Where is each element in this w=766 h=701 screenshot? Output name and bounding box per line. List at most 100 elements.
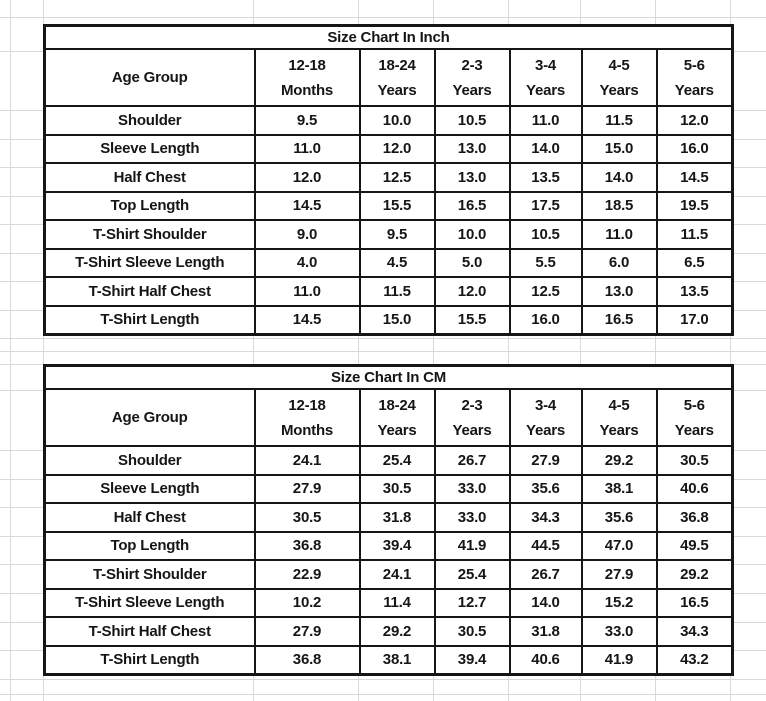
value-cell[interactable]: 6.0 [580,247,658,278]
row-label-cell[interactable]: Half Chest [43,502,256,533]
value-cell[interactable]: 30.5 [358,473,436,504]
value-cell[interactable]: 12.0 [253,162,361,193]
age-group-header-cell[interactable]: Age Group [43,388,256,447]
value-cell[interactable]: 10.0 [433,219,511,250]
value-cell[interactable]: 15.2 [580,587,658,618]
value-cell[interactable]: 6.5 [655,247,734,278]
value-cell[interactable]: 25.4 [358,445,436,476]
value-cell[interactable]: 39.4 [433,644,511,675]
value-cell[interactable]: 18.5 [580,190,658,221]
value-cell[interactable]: 13.5 [655,276,734,307]
row-label-cell[interactable]: Shoulder [43,445,256,476]
value-cell[interactable]: 26.7 [508,559,583,590]
value-cell[interactable]: 13.0 [580,276,658,307]
value-cell[interactable]: 40.6 [655,473,734,504]
value-cell[interactable]: 4.0 [253,247,361,278]
value-cell[interactable]: 36.8 [253,644,361,675]
value-cell[interactable]: 17.5 [508,190,583,221]
value-cell[interactable]: 19.5 [655,190,734,221]
value-cell[interactable]: 30.5 [433,616,511,647]
value-cell[interactable]: 33.0 [580,616,658,647]
value-cell[interactable]: 31.8 [508,616,583,647]
value-cell[interactable]: 11.5 [655,219,734,250]
value-cell[interactable]: 14.5 [253,304,361,335]
value-cell[interactable]: 39.4 [358,530,436,561]
value-cell[interactable]: 17.0 [655,304,734,335]
col-header-5-6-years[interactable]: 5-6 Years [655,388,734,447]
row-label-cell[interactable]: Sleeve Length [43,133,256,164]
value-cell[interactable]: 33.0 [433,502,511,533]
value-cell[interactable]: 11.5 [580,105,658,136]
row-label-cell[interactable]: Top Length [43,190,256,221]
row-label-cell[interactable]: T-Shirt Half Chest [43,276,256,307]
value-cell[interactable]: 4.5 [358,247,436,278]
value-cell[interactable]: 10.5 [508,219,583,250]
value-cell[interactable]: 15.0 [580,133,658,164]
col-header-3-4-years[interactable]: 3-4 Years [508,388,583,447]
value-cell[interactable]: 36.8 [655,502,734,533]
value-cell[interactable]: 33.0 [433,473,511,504]
col-header-5-6-years[interactable]: 5-6 Years [655,48,734,107]
value-cell[interactable]: 11.0 [253,276,361,307]
value-cell[interactable]: 16.5 [433,190,511,221]
table-title-cell[interactable]: Size Chart In CM [43,364,734,390]
col-header-2-3-years[interactable]: 2-3 Years [433,48,511,107]
row-label-cell[interactable]: T-Shirt Shoulder [43,559,256,590]
value-cell[interactable]: 38.1 [358,644,436,675]
value-cell[interactable]: 11.5 [358,276,436,307]
value-cell[interactable]: 26.7 [433,445,511,476]
value-cell[interactable]: 31.8 [358,502,436,533]
value-cell[interactable]: 13.0 [433,162,511,193]
value-cell[interactable]: 24.1 [253,445,361,476]
value-cell[interactable]: 49.5 [655,530,734,561]
value-cell[interactable]: 24.1 [358,559,436,590]
value-cell[interactable]: 11.4 [358,587,436,618]
col-header-12-18-months[interactable]: 12-18 Months [253,48,361,107]
row-label-cell[interactable]: Shoulder [43,105,256,136]
value-cell[interactable]: 16.0 [508,304,583,335]
value-cell[interactable]: 5.5 [508,247,583,278]
value-cell[interactable]: 15.5 [433,304,511,335]
value-cell[interactable]: 41.9 [580,644,658,675]
value-cell[interactable]: 16.0 [655,133,734,164]
value-cell[interactable]: 27.9 [253,473,361,504]
row-label-cell[interactable]: Half Chest [43,162,256,193]
row-label-cell[interactable]: Top Length [43,530,256,561]
value-cell[interactable]: 14.0 [508,587,583,618]
value-cell[interactable]: 11.0 [253,133,361,164]
row-label-cell[interactable]: T-Shirt Sleeve Length [43,247,256,278]
value-cell[interactable]: 12.0 [358,133,436,164]
value-cell[interactable]: 15.0 [358,304,436,335]
value-cell[interactable]: 14.0 [508,133,583,164]
value-cell[interactable]: 12.0 [655,105,734,136]
value-cell[interactable]: 40.6 [508,644,583,675]
value-cell[interactable]: 9.0 [253,219,361,250]
value-cell[interactable]: 14.5 [655,162,734,193]
value-cell[interactable]: 16.5 [655,587,734,618]
row-label-cell[interactable]: T-Shirt Half Chest [43,616,256,647]
value-cell[interactable]: 11.0 [580,219,658,250]
value-cell[interactable]: 13.5 [508,162,583,193]
value-cell[interactable]: 36.8 [253,530,361,561]
col-header-12-18-months[interactable]: 12-18 Months [253,388,361,447]
col-header-2-3-years[interactable]: 2-3 Years [433,388,511,447]
value-cell[interactable]: 10.5 [433,105,511,136]
value-cell[interactable]: 30.5 [655,445,734,476]
value-cell[interactable]: 11.0 [508,105,583,136]
value-cell[interactable]: 13.0 [433,133,511,164]
value-cell[interactable]: 10.0 [358,105,436,136]
value-cell[interactable]: 16.5 [580,304,658,335]
value-cell[interactable]: 47.0 [580,530,658,561]
col-header-3-4-years[interactable]: 3-4 Years [508,48,583,107]
row-label-cell[interactable]: T-Shirt Shoulder [43,219,256,250]
value-cell[interactable]: 34.3 [508,502,583,533]
col-header-18-24-years[interactable]: 18-24 Years [358,388,436,447]
row-label-cell[interactable]: T-Shirt Sleeve Length [43,587,256,618]
value-cell[interactable]: 30.5 [253,502,361,533]
value-cell[interactable]: 27.9 [508,445,583,476]
value-cell[interactable]: 9.5 [253,105,361,136]
value-cell[interactable]: 35.6 [508,473,583,504]
row-label-cell[interactable]: T-Shirt Length [43,644,256,675]
value-cell[interactable]: 12.5 [358,162,436,193]
value-cell[interactable]: 15.5 [358,190,436,221]
